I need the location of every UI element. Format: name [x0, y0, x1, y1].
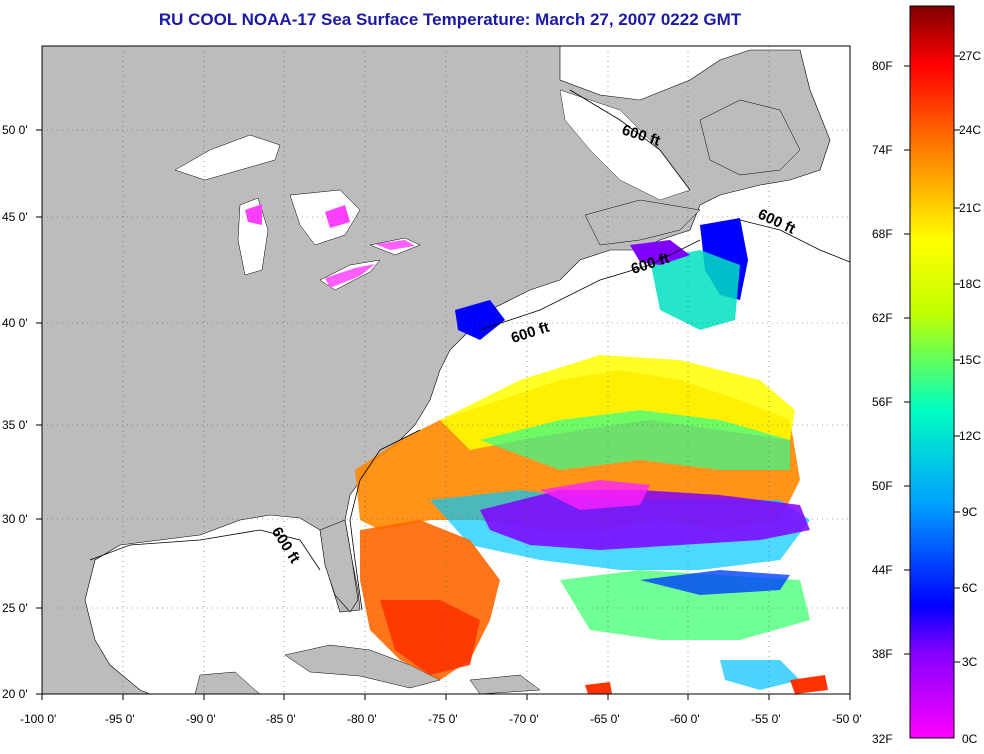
colorbar-ticks: [904, 55, 960, 663]
colorbar-c-label: 6C: [962, 581, 978, 595]
lake-huron: [289, 189, 361, 246]
colorbar-c-label: 24C: [959, 123, 982, 137]
florida-land: [319, 519, 359, 613]
colorbar-f-label: 56F: [872, 395, 893, 409]
lake-superior: [174, 134, 281, 181]
lake-sst-patch: [375, 240, 415, 250]
colorbar-c-label: 27C: [959, 49, 982, 63]
colorbar-f-label: 32F: [872, 732, 893, 746]
lon-label: -60 0': [670, 712, 700, 726]
colorbar-f-label: 80F: [872, 59, 893, 73]
colorbar-f-label: 74F: [872, 143, 893, 157]
yucatan-land: [194, 671, 261, 694]
lon-label: -80 0': [347, 712, 377, 726]
colorbar-gradient: [909, 5, 955, 739]
lon-label: -65 0': [590, 712, 620, 726]
lat-label: 25 0': [2, 601, 28, 615]
lon-label: -85 0': [266, 712, 296, 726]
colorbar-c-label: 12C: [959, 429, 982, 443]
colorbar-c-label: 9C: [962, 505, 978, 519]
colorbar-f-label: 44F: [872, 563, 893, 577]
lon-label: -95 0': [105, 712, 135, 726]
gulf-st-lawrence: [559, 89, 691, 201]
colorbar-c-label: 18C: [959, 277, 982, 291]
colorbar-f-label: 62F: [872, 311, 893, 325]
colorbar-c-label: 21C: [959, 201, 982, 215]
graticule: [42, 46, 850, 694]
map-title: RU COOL NOAA-17 Sea Surface Temperature:…: [158, 10, 742, 29]
lake-sst-patch: [245, 204, 262, 225]
hispaniola-land: [469, 674, 541, 694]
sst-observations: [355, 218, 828, 694]
colorbar-f-label: 68F: [872, 227, 893, 241]
lon-label: -55 0': [751, 712, 781, 726]
nova-scotia-land: [584, 199, 701, 246]
lat-label: 35 0': [2, 418, 28, 432]
lat-label: 20 0': [2, 687, 28, 701]
isobath-600ft: [89, 89, 850, 611]
colorbar-c-label: 3C: [962, 655, 978, 669]
lat-label: 50 0': [2, 123, 28, 137]
colorbar-c-label: 15C: [959, 353, 982, 367]
lake-sst-patch: [325, 264, 375, 288]
colorbar-f-label: 50F: [872, 479, 893, 493]
lake-sst-patch: [325, 205, 350, 228]
lat-label: 45 0': [2, 210, 28, 224]
lat-label: 40 0': [2, 316, 28, 330]
colorbar-c-label: 0C: [962, 732, 978, 746]
lat-label: 30 0': [2, 512, 28, 526]
lon-label: -50 0': [832, 712, 862, 726]
colorbar-f-label: 38F: [872, 647, 893, 661]
lon-label: -75 0': [428, 712, 458, 726]
newfoundland-land: [699, 99, 801, 176]
axis-ticks: [36, 129, 851, 700]
lon-label: -70 0': [509, 712, 539, 726]
lon-label: -90 0': [186, 712, 216, 726]
lon-label: -100 0': [20, 712, 57, 726]
